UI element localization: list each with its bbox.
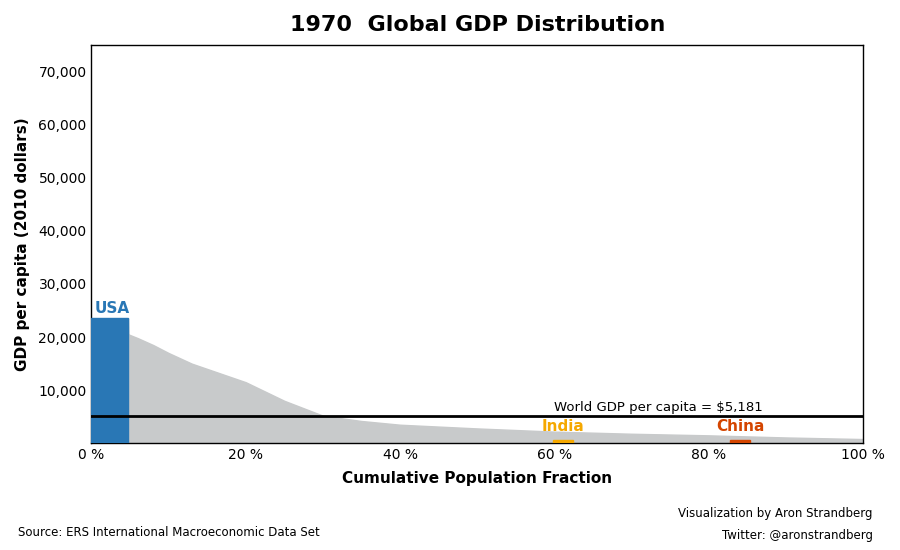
Polygon shape xyxy=(553,439,573,443)
X-axis label: Cumulative Population Fraction: Cumulative Population Fraction xyxy=(342,470,612,486)
Text: Twitter: @aronstrandberg: Twitter: @aronstrandberg xyxy=(722,529,873,542)
Text: USA: USA xyxy=(94,301,130,316)
Y-axis label: GDP per capita (2010 dollars): GDP per capita (2010 dollars) xyxy=(15,117,30,371)
Text: World GDP per capita = $5,181: World GDP per capita = $5,181 xyxy=(554,401,763,414)
Title: 1970  Global GDP Distribution: 1970 Global GDP Distribution xyxy=(290,15,665,35)
Text: India: India xyxy=(542,419,584,434)
Text: Source: ERS International Macroeconomic Data Set: Source: ERS International Macroeconomic … xyxy=(18,526,319,539)
Polygon shape xyxy=(730,439,751,443)
Text: Visualization by Aron Strandberg: Visualization by Aron Strandberg xyxy=(679,507,873,520)
Text: China: China xyxy=(716,419,764,434)
Polygon shape xyxy=(92,318,129,443)
